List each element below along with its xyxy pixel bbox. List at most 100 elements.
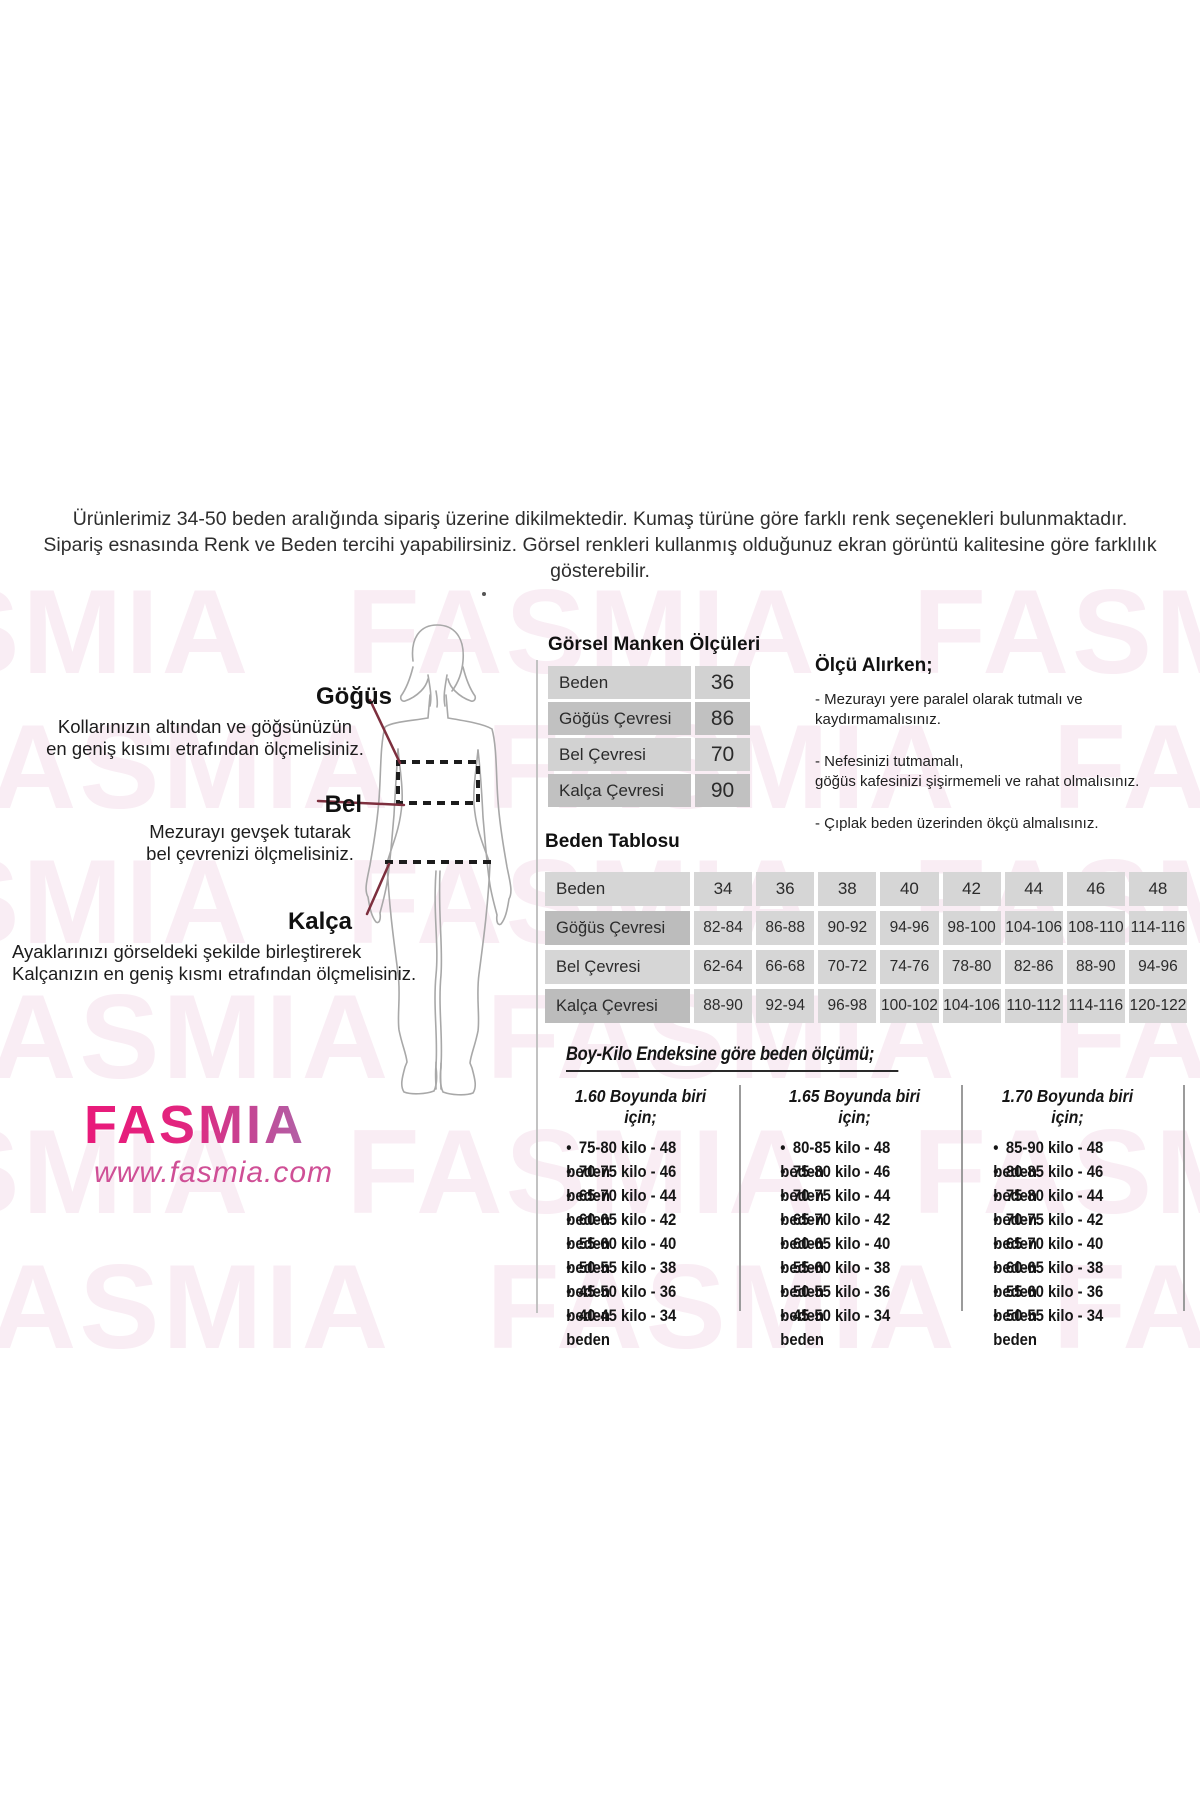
table-cell: 66-68: [756, 950, 815, 984]
model-measurements-table: Beden 36 Göğüs Çevresi 86 Bel Çevresi 70…: [548, 666, 750, 810]
header-cell: 44: [1004, 872, 1063, 906]
stray-dot: [482, 592, 486, 596]
height-weight-column-165: 1.65 Boyunda biri için; • 80-85 kilo - 48…: [771, 1086, 938, 1349]
annotation-lines: [316, 698, 406, 916]
intro-line-2: Sipariş esnasında Renk ve Beden tercihi …: [43, 534, 1157, 582]
item-text: 55-60 kilo - 38 beden: [780, 1259, 891, 1301]
column-divider: [961, 1085, 963, 1311]
weight-size-item: • 75-80 kilo - 48 beden: [557, 1136, 724, 1181]
watermark-row: FASMIAFASMIAFASMIA: [0, 1247, 1200, 1367]
item-text: 65-70 kilo - 44 beden: [566, 1187, 677, 1229]
table-row: Beden 36: [548, 666, 750, 699]
weight-size-item: • 80-85 kilo - 48 beden: [771, 1136, 938, 1181]
weight-size-item: • 45-50 kilo - 34 beden: [771, 1304, 938, 1349]
tip-item: - Çıplak beden üzerinden ökçü almalısını…: [815, 815, 1099, 832]
bullet-icon: •: [993, 1259, 999, 1277]
watermark-text: FASMIA: [486, 1240, 958, 1374]
watermark-text: FASMIA: [0, 565, 252, 699]
row-label: Göğüs Çevresi: [548, 702, 691, 735]
bullet-icon: •: [780, 1235, 786, 1253]
row-label: Kalça Çevresi: [545, 989, 690, 1023]
measurement-dashed-lines: [385, 760, 492, 864]
table-cell: 98-100: [942, 911, 1001, 945]
column-divider: [739, 1085, 741, 1311]
weight-size-item: • 55-60 kilo - 40 beden: [557, 1232, 724, 1277]
item-text: 40-45 kilo - 34 beden: [566, 1307, 677, 1349]
height-weight-column-160: 1.60 Boyunda biri için; • 75-80 kilo - 48…: [557, 1086, 724, 1349]
table-row: Kalça Çevresi 88-90 92-94 96-98 100-102 …: [545, 989, 1187, 1023]
bullet-icon: •: [993, 1139, 999, 1157]
table-cell: 94-96: [880, 911, 939, 945]
watermark-text: FASMIA: [912, 1105, 1200, 1239]
item-text: 65-70 kilo - 42 beden: [780, 1211, 891, 1253]
header-cell: Beden: [545, 872, 690, 906]
chest-note: Kollarınızın altından ve göğsünüzün en g…: [46, 716, 364, 759]
header-cell: 36: [756, 872, 815, 906]
table-row: Bel Çevresi 70: [548, 738, 750, 771]
watermark-text: FASMIA: [1052, 1240, 1200, 1374]
row-label: Bel Çevresi: [545, 950, 690, 984]
waist-note: Mezurayı gevşek tutarak bel çevrenizi öl…: [146, 821, 354, 864]
watermark-text: FASMIA: [1052, 700, 1200, 834]
weight-size-item: • 80-85 kilo - 46 beden: [984, 1160, 1151, 1205]
bullet-icon: •: [780, 1211, 786, 1229]
bullet-icon: •: [566, 1259, 572, 1277]
weight-size-item: • 60-65 kilo - 42 beden: [557, 1208, 724, 1253]
bullet-icon: •: [566, 1235, 572, 1253]
row-value: 86: [695, 702, 750, 735]
table-cell: 104-106: [942, 989, 1001, 1023]
table-row: Bel Çevresi 62-64 66-68 70-72 74-76 78-8…: [545, 950, 1187, 984]
section-divider-vertical: [536, 660, 538, 1313]
weight-size-item: • 55-60 kilo - 36 beden: [984, 1280, 1151, 1325]
weight-size-item: • 85-90 kilo - 48 beden: [984, 1136, 1151, 1181]
table-cell: 90-92: [818, 911, 877, 945]
bullet-icon: •: [780, 1139, 786, 1157]
height-weight-title: Boy-Kilo Endeksine göre beden ölçümü;: [566, 1044, 899, 1072]
hip-label: Kalça: [287, 908, 352, 935]
tip-item: - Nefesinizi tutmamalı, göğüs kafesinizi…: [815, 753, 1140, 790]
item-text: 60-65 kilo - 42 beden: [566, 1211, 677, 1253]
bullet-icon: •: [993, 1235, 999, 1253]
mannequin-figure: [316, 592, 512, 1096]
watermark-text: FASMIA: [346, 1105, 818, 1239]
table-cell: 120-122: [1128, 989, 1187, 1023]
table-cell: 74-76: [880, 950, 939, 984]
table-cell: 70-72: [818, 950, 877, 984]
measuring-tips: - Mezurayı yere paralel olarak tutmalı v…: [815, 690, 1187, 856]
bullet-icon: •: [993, 1163, 999, 1181]
item-text: 70-75 kilo - 42 beden: [993, 1211, 1104, 1253]
weight-size-item: • 50-55 kilo - 36 beden: [771, 1280, 938, 1325]
table-cell: 88-90: [694, 989, 753, 1023]
row-label: Beden: [548, 666, 691, 699]
column-divider: [1183, 1085, 1185, 1311]
size-table: Beden 34 36 38 40 42 44 46 48 Göğüs Çevr…: [545, 872, 1187, 1028]
weight-size-item: • 75-80 kilo - 44 beden: [984, 1184, 1151, 1229]
header-cell: 40: [880, 872, 939, 906]
model-table-title: Görsel Manken Ölçüleri: [548, 634, 761, 655]
row-label: Bel Çevresi: [548, 738, 691, 771]
item-text: 60-65 kilo - 40 beden: [780, 1235, 891, 1277]
item-text: 60-65 kilo - 38 beden: [993, 1259, 1104, 1301]
item-text: 75-80 kilo - 46 beden: [780, 1163, 891, 1205]
weight-size-item: • 70-75 kilo - 46 beden: [557, 1160, 724, 1205]
bullet-icon: •: [993, 1187, 999, 1205]
weight-size-item: • 40-45 kilo - 34 beden: [557, 1304, 724, 1349]
bullet-icon: •: [993, 1211, 999, 1229]
fasmia-logo-text: FASMIA: [84, 1098, 333, 1152]
header-cell: 48: [1128, 872, 1187, 906]
row-label: Göğüs Çevresi: [545, 911, 690, 945]
table-cell: 100-102: [880, 989, 939, 1023]
height-weight-column-170: 1.70 Boyunda biri için; • 85-90 kilo - 48…: [984, 1086, 1151, 1349]
hip-note: Ayaklarınızı görseldeki şekilde birleşti…: [12, 941, 417, 984]
table-row: Göğüs Çevresi 86: [548, 702, 750, 735]
chest-label: Göğüs: [316, 683, 392, 710]
bullet-icon: •: [780, 1307, 786, 1325]
item-text: 75-80 kilo - 48 beden: [566, 1139, 677, 1181]
weight-size-item: • 70-75 kilo - 44 beden: [771, 1184, 938, 1229]
item-text: 70-75 kilo - 44 beden: [780, 1187, 891, 1229]
table-header-row: Beden 34 36 38 40 42 44 46 48: [545, 872, 1187, 906]
waist-label: Bel: [324, 791, 362, 818]
table-cell: 110-112: [1004, 989, 1063, 1023]
column-header: 1.60 Boyunda biri için;: [574, 1086, 707, 1127]
table-cell: 88-90: [1066, 950, 1125, 984]
